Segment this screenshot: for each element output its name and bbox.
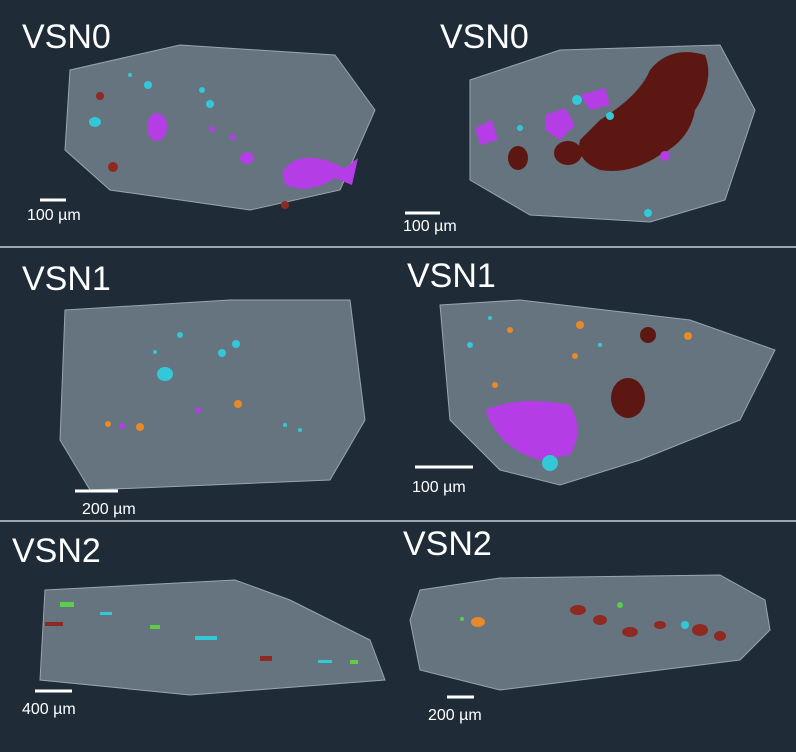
crystal-render [39, 579, 386, 696]
panel-label: VSN1 [22, 260, 111, 298]
panel-label: VSN2 [403, 525, 492, 563]
crystal-render [469, 44, 756, 223]
scale-label: 200 µm [428, 707, 482, 724]
scale-label: 200 µm [82, 501, 136, 518]
panel-label: VSN0 [440, 18, 529, 56]
panel-label: VSN2 [12, 532, 101, 570]
panel-label: VSN0 [22, 18, 111, 56]
crystal-render [64, 44, 376, 211]
scale-label: 100 µm [27, 207, 81, 224]
crystal-render [409, 574, 771, 691]
panel-label: VSN1 [407, 257, 496, 295]
scale-label: 100 µm [403, 218, 457, 235]
crystal-render [439, 299, 776, 486]
scale-label: 400 µm [22, 701, 76, 718]
scale-label: 100 µm [412, 479, 466, 496]
crystal-render [59, 299, 366, 491]
